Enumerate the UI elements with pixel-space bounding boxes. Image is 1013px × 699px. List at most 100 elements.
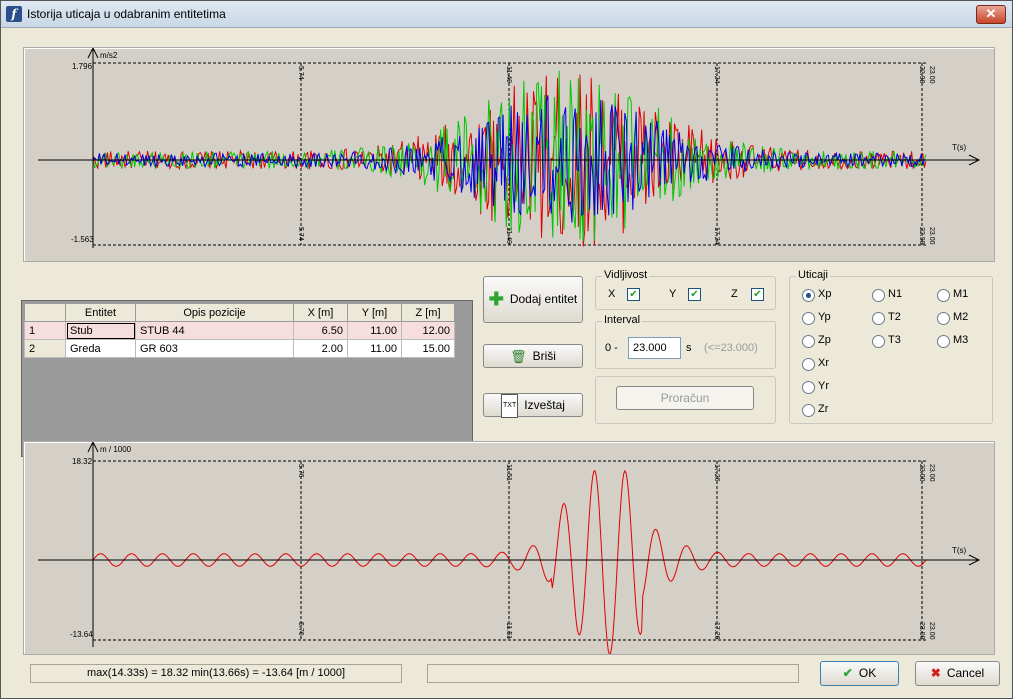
entity-table: Entitet Opis pozicije X [m] Y [m] Z [m] …: [24, 303, 455, 358]
visibility-x-checkbox[interactable]: ✔: [627, 288, 640, 301]
displacement-chart-svg: m / 1000 18.32 -13.64 T(s) 5.76 5.76 11.51…: [38, 442, 981, 654]
visibility-z-checkbox[interactable]: ✔: [751, 288, 764, 301]
radio-t3[interactable]: [872, 335, 885, 348]
time-marker-label: 23.00: [928, 622, 935, 640]
radio-label-t2: T2: [888, 311, 901, 323]
radio-xp[interactable]: [802, 289, 815, 302]
time-marker-label: 23.00: [918, 622, 925, 640]
time-marker-label: 5.76: [297, 464, 304, 478]
delete-button[interactable]: 🗑 Briši: [483, 344, 583, 368]
time-marker-label: 5.76: [297, 622, 304, 636]
x-axis-arrow: [968, 554, 981, 566]
radio-label-t3: T3: [888, 334, 901, 346]
cell-x[interactable]: 6.50: [293, 321, 348, 340]
col-header-entitet[interactable]: Entitet: [65, 303, 136, 322]
interval-title: Interval: [602, 314, 643, 326]
interval-prefix: 0 -: [605, 342, 618, 354]
radio-label-m1: M1: [953, 288, 969, 300]
y-max-label: 18.32: [72, 457, 93, 466]
table-row[interactable]: 1 Stub STUB 44 6.50 11.00 12.00: [24, 321, 455, 340]
visibility-y-checkbox[interactable]: ✔: [688, 288, 701, 301]
row-number: 2: [24, 339, 66, 358]
cell-entitet[interactable]: Stub: [65, 321, 136, 340]
plus-icon: ✚: [488, 289, 504, 310]
radio-label-xp: Xp: [818, 288, 832, 300]
y-unit-label: m / 1000: [100, 445, 132, 454]
radio-m3[interactable]: [937, 335, 950, 348]
cell-x[interactable]: 2.00: [293, 339, 348, 358]
cell-y[interactable]: 11.00: [347, 321, 402, 340]
time-marker-label: 22.98: [918, 227, 925, 245]
entity-table-panel: Entitet Opis pozicije X [m] Y [m] Z [m] …: [21, 300, 473, 457]
col-header-x[interactable]: X [m]: [293, 303, 348, 322]
status-left: max(14.33s) = 18.32 min(13.66s) = -13.64…: [30, 664, 402, 683]
radio-zp[interactable]: [802, 335, 815, 348]
cell-y[interactable]: 11.00: [347, 339, 402, 358]
visibility-x-label: X: [608, 288, 616, 300]
cancel-button[interactable]: ✖ Cancel: [915, 661, 1000, 686]
report-button[interactable]: TXT Izveštaj: [483, 393, 583, 418]
radio-label-zp: Zp: [818, 334, 831, 346]
radio-n1[interactable]: [872, 289, 885, 302]
window-title: Istorija uticaja u odabranim entitetima: [27, 7, 226, 21]
radio-xr[interactable]: [802, 358, 815, 371]
radio-m2[interactable]: [937, 312, 950, 325]
visibility-group: Vidljivost X ✔ Y ✔ Z ✔: [595, 269, 776, 310]
uticaji-group: Uticaji Xp Yp Zp Xr Yr Zr N1 T2 T3 M1 M2 M3: [789, 269, 993, 424]
report-icon: TXT: [501, 394, 519, 418]
interval-hint: (<=23.000): [704, 342, 758, 354]
check-icon: ✔: [842, 666, 853, 681]
status-right: [427, 664, 799, 683]
ok-button[interactable]: ✔ OK: [820, 661, 899, 686]
time-marker-label: 5.74: [297, 66, 304, 80]
interval-input[interactable]: 23.000: [628, 337, 681, 359]
cancel-label: Cancel: [946, 666, 985, 680]
y-max-label: 1.796: [72, 62, 93, 71]
col-header-y[interactable]: Y [m]: [347, 303, 402, 322]
x-axis-arrow: [968, 154, 981, 166]
time-marker-label: 17.26: [713, 464, 720, 482]
delete-label: Briši: [532, 349, 556, 363]
add-entity-button[interactable]: ✚ Dodaj entitet: [483, 276, 583, 323]
y-unit-label: m/s2: [100, 51, 118, 60]
radio-yr[interactable]: [802, 381, 815, 394]
radio-m1[interactable]: [937, 289, 950, 302]
cancel-x-icon: ✖: [930, 666, 941, 681]
radio-zr[interactable]: [802, 404, 815, 417]
y-axis-arrow: [87, 442, 99, 453]
row-number: 1: [24, 321, 66, 340]
time-marker-label: 11.51: [505, 464, 512, 481]
cell-z[interactable]: 12.00: [401, 321, 455, 340]
interval-group: Interval 0 - 23.000 s (<=23.000): [595, 314, 776, 369]
table-row[interactable]: 2 Greda GR 603 2.00 11.00 15.00: [24, 339, 455, 358]
col-header-z[interactable]: Z [m]: [401, 303, 455, 322]
cell-entitet[interactable]: Greda: [65, 339, 136, 358]
x-axis-label: T(s): [952, 143, 967, 152]
col-header-opis[interactable]: Opis pozicije: [135, 303, 294, 322]
visibility-title: Vidljivost: [602, 269, 650, 281]
time-marker-label: 11.51: [505, 622, 512, 639]
calc-button[interactable]: Proračun: [616, 386, 754, 410]
time-marker-label: 23.00: [928, 227, 935, 245]
add-entity-label: Dodaj entitet: [509, 292, 578, 306]
acceleration-chart-svg: m/s2 1.796 -1.563 T(s) 5.74 5.74 11.49 11.4…: [38, 48, 981, 248]
time-marker-label: 5.74: [297, 227, 304, 241]
cell-z[interactable]: 15.00: [401, 339, 455, 358]
calc-group: Proračun: [595, 376, 776, 424]
app-icon: f: [6, 6, 22, 22]
radio-label-m2: M2: [953, 311, 969, 323]
cell-opis[interactable]: GR 603: [135, 339, 294, 358]
time-marker-label: 17.24: [713, 66, 720, 84]
time-marker-label: 17.26: [713, 622, 720, 640]
uticaji-title: Uticaji: [796, 269, 830, 281]
close-button[interactable]: ✕: [976, 5, 1006, 24]
radio-label-yp: Yp: [818, 311, 831, 323]
y-min-label: -13.64: [70, 630, 93, 639]
dialog-body: m/s2 1.796 -1.563 T(s) 5.74 5.74 11.49 11.4…: [1, 28, 1012, 698]
visibility-z-label: Z: [731, 288, 738, 300]
radio-t2[interactable]: [872, 312, 885, 325]
title-bar: f Istorija uticaja u odabranim entitetim…: [1, 1, 1012, 28]
cell-opis[interactable]: STUB 44: [135, 321, 294, 340]
radio-yp[interactable]: [802, 312, 815, 325]
